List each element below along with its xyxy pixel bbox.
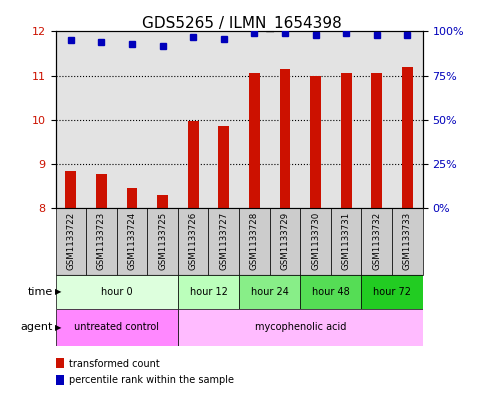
Bar — [371, 73, 382, 208]
Text: GSM1133730: GSM1133730 — [311, 212, 320, 270]
Bar — [56, 31, 86, 208]
Bar — [300, 275, 361, 309]
Text: hour 48: hour 48 — [312, 287, 350, 297]
Bar — [361, 208, 392, 275]
Bar — [86, 31, 117, 208]
Text: ▶: ▶ — [55, 323, 61, 332]
Bar — [157, 195, 168, 208]
Bar — [402, 67, 412, 208]
Text: hour 24: hour 24 — [251, 287, 289, 297]
Text: agent: agent — [21, 322, 53, 332]
Bar — [341, 73, 352, 208]
Text: GDS5265 / ILMN_1654398: GDS5265 / ILMN_1654398 — [142, 16, 341, 32]
Bar — [178, 275, 239, 309]
Bar — [361, 275, 423, 309]
Text: untreated control: untreated control — [74, 322, 159, 332]
Text: transformed count: transformed count — [69, 358, 160, 369]
Bar — [56, 309, 178, 346]
Text: hour 12: hour 12 — [189, 287, 227, 297]
Bar — [178, 31, 209, 208]
Bar — [249, 73, 260, 208]
Bar — [239, 275, 300, 309]
Text: GSM1133724: GSM1133724 — [128, 212, 137, 270]
Bar — [280, 69, 290, 208]
Text: GSM1133725: GSM1133725 — [158, 212, 167, 270]
Bar — [147, 31, 178, 208]
Bar — [127, 188, 137, 208]
Bar — [147, 208, 178, 275]
Bar — [239, 208, 270, 275]
Bar — [310, 75, 321, 208]
Bar — [331, 31, 361, 208]
Bar — [96, 174, 107, 208]
Text: mycophenolic acid: mycophenolic acid — [255, 322, 346, 332]
Bar — [56, 208, 86, 275]
Text: GSM1133728: GSM1133728 — [250, 212, 259, 270]
Bar — [270, 31, 300, 208]
Bar — [56, 275, 178, 309]
Bar — [178, 309, 423, 346]
Bar — [117, 31, 147, 208]
Bar — [392, 31, 423, 208]
Bar — [300, 208, 331, 275]
Text: GSM1133722: GSM1133722 — [66, 212, 75, 270]
Text: GSM1133726: GSM1133726 — [189, 212, 198, 270]
Text: GSM1133723: GSM1133723 — [97, 212, 106, 270]
Text: percentile rank within the sample: percentile rank within the sample — [69, 375, 234, 386]
Bar — [209, 31, 239, 208]
Text: time: time — [28, 287, 53, 297]
Bar — [331, 208, 361, 275]
Bar — [300, 31, 331, 208]
Bar — [209, 208, 239, 275]
Text: GSM1133727: GSM1133727 — [219, 212, 228, 270]
Text: GSM1133731: GSM1133731 — [341, 212, 351, 270]
Text: GSM1133733: GSM1133733 — [403, 212, 412, 270]
Bar — [218, 127, 229, 208]
Bar — [188, 121, 199, 208]
Text: hour 0: hour 0 — [101, 287, 132, 297]
Bar — [239, 31, 270, 208]
Text: GSM1133729: GSM1133729 — [281, 212, 289, 270]
Bar — [117, 208, 147, 275]
Bar — [270, 208, 300, 275]
Text: GSM1133732: GSM1133732 — [372, 212, 381, 270]
Bar — [178, 208, 209, 275]
Bar — [86, 208, 117, 275]
Bar — [66, 171, 76, 208]
Bar — [392, 208, 423, 275]
Bar — [361, 31, 392, 208]
Text: ▶: ▶ — [55, 287, 61, 296]
Text: hour 72: hour 72 — [373, 287, 411, 297]
